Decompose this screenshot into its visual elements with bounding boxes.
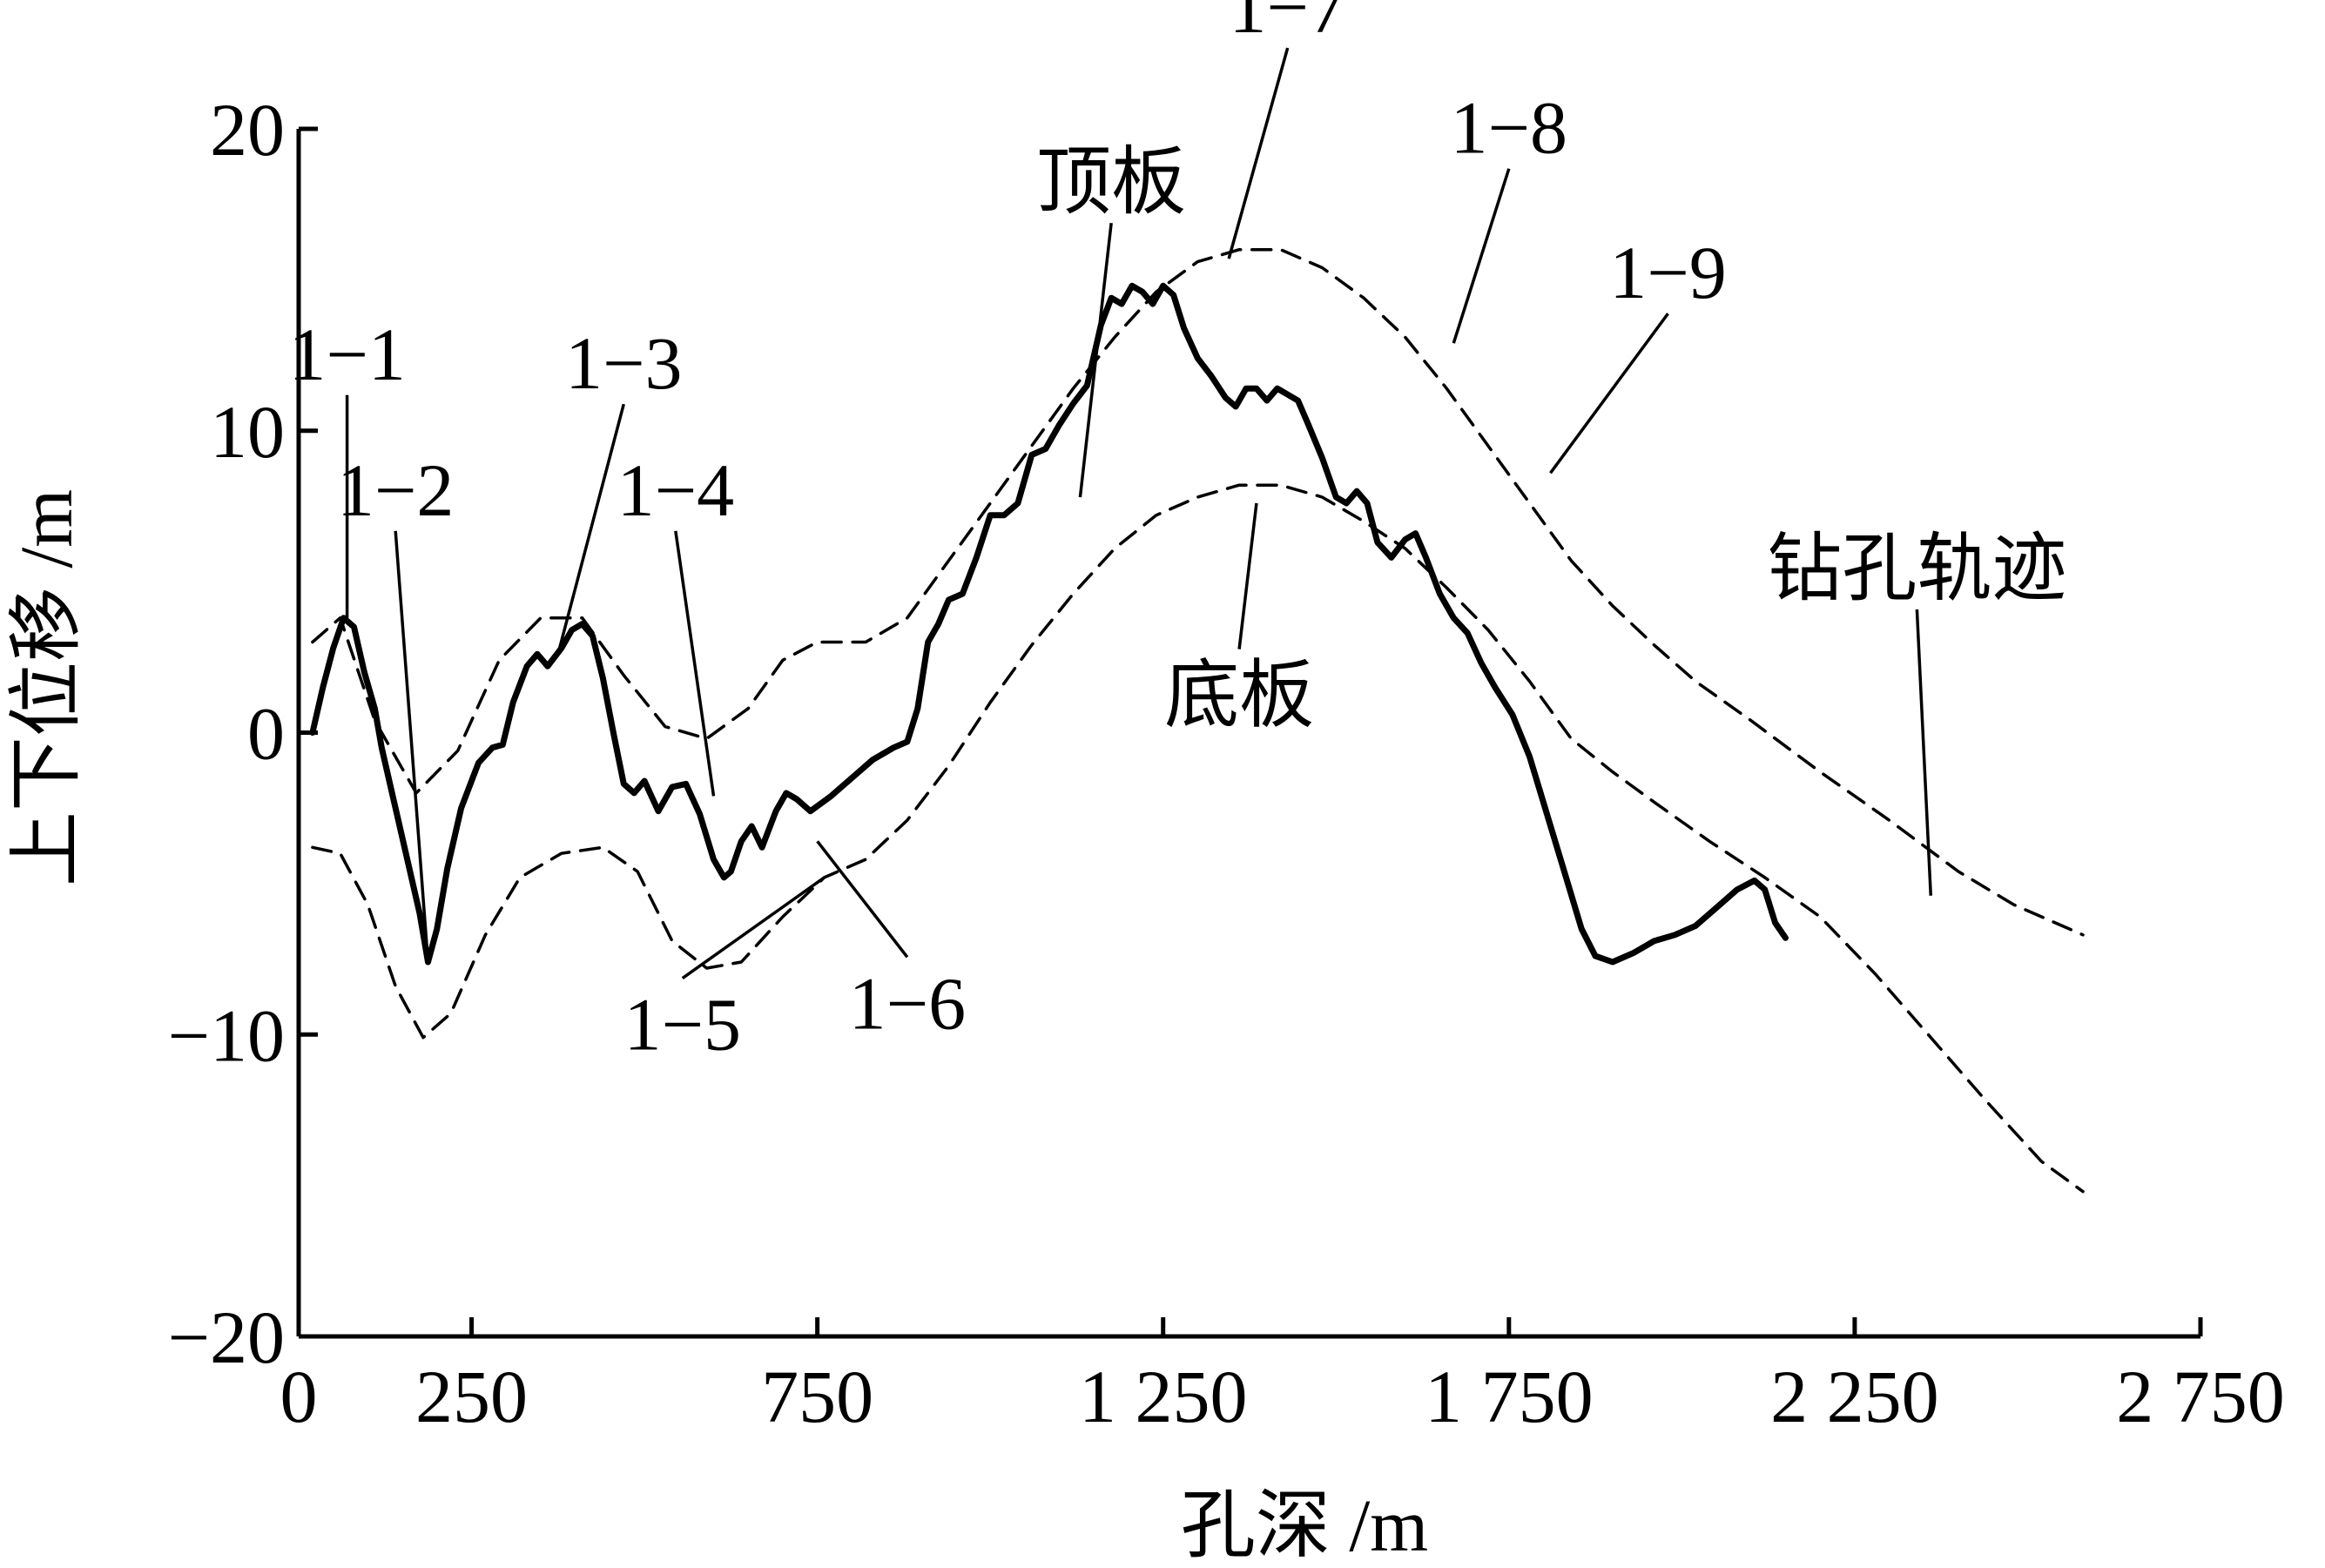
x-ticks: 0 250 750 1 250 1 750 2 250 2 750 xyxy=(280,1317,2285,1438)
series-line-3 xyxy=(309,282,1789,966)
y-axis-label: 上下位移 /m xyxy=(4,489,88,886)
x-tick-label: 2 250 xyxy=(1770,1355,1939,1438)
x-tick-label: 2 750 xyxy=(2116,1355,2285,1438)
annotation-label: 1−9 xyxy=(1609,231,1727,314)
annotation-label: 1−7 xyxy=(1229,0,1346,49)
annotation-leader xyxy=(681,876,826,980)
annotation-label: 1−5 xyxy=(624,983,742,1067)
annotation-leader xyxy=(1452,168,1511,344)
annotation-label: 顶板 xyxy=(1036,140,1186,224)
y-ticks: 20 10 0 −10 −20 xyxy=(167,88,318,1379)
annotation-leader xyxy=(1227,47,1290,259)
annotation-leader xyxy=(816,840,909,959)
annotation-label: 1−8 xyxy=(1451,86,1568,170)
annotation-label: 底板 xyxy=(1164,654,1314,737)
annotation-leader xyxy=(674,530,716,797)
annotation-leader xyxy=(1078,222,1113,498)
y-tick-label: −10 xyxy=(167,993,285,1077)
y-tick-label: 20 xyxy=(210,88,285,172)
x-tick-label: 0 xyxy=(280,1355,318,1438)
y-tick-label: 10 xyxy=(210,390,285,474)
annotation-leader xyxy=(1915,609,1933,896)
x-tick-label: 750 xyxy=(761,1355,873,1438)
annotation-leader xyxy=(1237,502,1258,649)
x-tick-label: 1 250 xyxy=(1079,1355,1248,1438)
plot-area: 0 250 750 1 250 1 750 2 250 2 750 20100−10−20 … xyxy=(167,0,2284,1438)
annotation-label: 1−6 xyxy=(849,961,967,1045)
series-line-2 xyxy=(311,483,2085,1194)
annotation-label: 1−1 xyxy=(288,313,406,396)
y-tick-label: −20 xyxy=(167,1295,285,1379)
annotation-label: 1−3 xyxy=(565,321,683,405)
annotation-label: 1−4 xyxy=(617,448,735,532)
annotation-leader xyxy=(1549,313,1669,474)
annotation-leader xyxy=(394,530,430,963)
y-tick-label: 0 xyxy=(247,692,285,776)
annotation-label: 1−2 xyxy=(337,448,455,532)
x-axis-label: 孔深 /m xyxy=(1181,1484,1428,1567)
x-tick-label: 250 xyxy=(415,1355,528,1438)
annotation-label: 钻孔轨迹 xyxy=(1767,527,2066,610)
x-tick-label: 1 750 xyxy=(1425,1355,1594,1438)
annotation-leader xyxy=(556,403,625,655)
